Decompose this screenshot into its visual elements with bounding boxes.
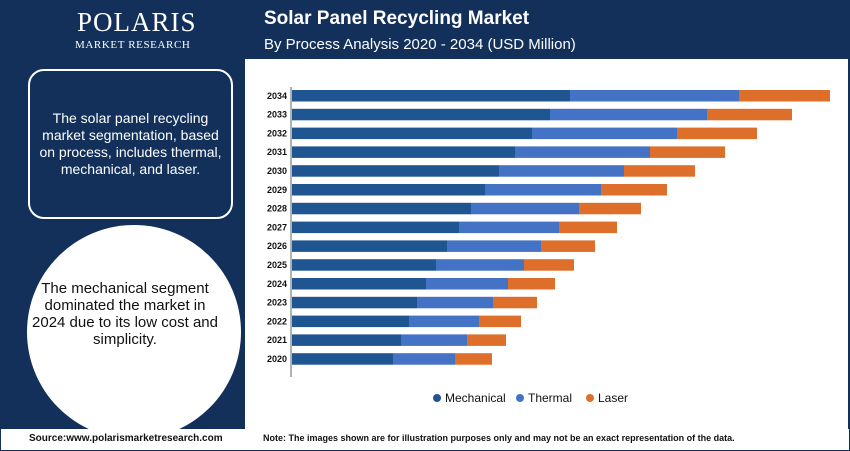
highlight-text: The mechanical segment dominated the mar…: [32, 280, 218, 348]
y-tick-label-2029: 2029: [267, 185, 287, 195]
y-tick-label-2031: 2031: [267, 147, 287, 157]
segmentation-description-box: The solar panel recycling market segment…: [28, 69, 233, 219]
bar-chart: 2034 2033 2032 2031 2030 2029 2028 2027 2026 2025…: [267, 87, 830, 405]
y-tick-label-2021: 2021: [267, 335, 287, 345]
footer-bar: [1, 429, 849, 450]
bar-thermal-2029: [485, 184, 601, 196]
brand-name: POLARIS: [77, 7, 197, 37]
legend-label-laser: Laser: [598, 391, 628, 405]
y-tick-label-2020: 2020: [267, 354, 287, 364]
y-tick-label-2033: 2033: [267, 110, 287, 120]
y-tick-label-2030: 2030: [267, 166, 287, 176]
bar-mechanical-2022: [292, 315, 409, 328]
bar-laser-2027: [559, 221, 617, 234]
bar-laser-2022: [479, 315, 521, 328]
y-tick-label-2023: 2023: [267, 298, 287, 308]
bar-thermal-2034: [570, 90, 739, 102]
bar-mechanical-2028: [292, 202, 471, 215]
bar-thermal-2032: [532, 127, 677, 140]
bar-mechanical-2031: [292, 146, 515, 158]
brand-logo: POLARIS MARKET RESEARCH: [69, 7, 196, 53]
y-tick-label-2025: 2025: [267, 260, 287, 270]
bar-thermal-2028: [471, 202, 579, 215]
legend-label-mechanical: Mechanical: [445, 391, 506, 405]
bar-laser-2021: [467, 334, 506, 346]
bar-thermal-2021: [401, 334, 467, 346]
bar-mechanical-2021: [292, 334, 401, 346]
bar-mechanical-2034: [292, 90, 570, 102]
segmentation-description-text: The solar panel recycling market segment…: [39, 110, 222, 177]
legend-marker-thermal: [516, 394, 524, 402]
bar-laser-2023: [493, 296, 537, 309]
bar-mechanical-2030: [292, 165, 499, 177]
brand-tagline: MARKET RESEARCH: [75, 39, 191, 51]
bar-mechanical-2025: [292, 259, 436, 271]
bar-thermal-2026: [447, 240, 541, 252]
y-tick-label-2022: 2022: [267, 316, 287, 326]
legend-label-thermal: Thermal: [528, 391, 572, 405]
bar-laser-2032: [677, 127, 757, 140]
bar-mechanical-2032: [292, 127, 532, 140]
bar-group: [292, 90, 830, 365]
bar-thermal-2020: [393, 353, 455, 365]
bar-laser-2024: [508, 278, 555, 290]
bar-laser-2028: [579, 202, 641, 215]
bar-laser-2033: [707, 108, 792, 121]
bar-laser-2029: [601, 184, 667, 196]
bar-mechanical-2020: [292, 353, 393, 365]
bar-thermal-2023: [417, 296, 493, 309]
y-tick-label-2026: 2026: [267, 241, 287, 251]
highlight-circle: [27, 225, 241, 439]
y-axis-ticks: 2034 2033 2032 2031 2030 2029 2028 2027 2026 2025…: [267, 91, 287, 364]
bar-thermal-2027: [459, 221, 559, 234]
bar-thermal-2031: [515, 146, 650, 158]
bar-thermal-2024: [426, 278, 508, 290]
bar-laser-2031: [650, 146, 725, 158]
bar-mechanical-2023: [292, 296, 417, 309]
bar-thermal-2033: [550, 108, 707, 121]
bar-laser-2030: [624, 165, 695, 177]
y-tick-label-2027: 2027: [267, 222, 287, 232]
bar-thermal-2022: [409, 315, 479, 328]
bar-mechanical-2024: [292, 278, 426, 290]
chart-subtitle: By Process Analysis 2020 - 2034 (USD Mil…: [264, 36, 576, 53]
y-tick-label-2024: 2024: [267, 279, 287, 289]
bar-thermal-2030: [499, 165, 624, 177]
bar-mechanical-2029: [292, 184, 485, 196]
bar-mechanical-2027: [292, 221, 459, 234]
chart-legend: Mechanical Thermal Laser: [433, 391, 628, 405]
y-tick-label-2034: 2034: [267, 91, 287, 101]
bar-laser-2034: [739, 90, 830, 102]
bar-laser-2026: [541, 240, 595, 252]
y-tick-label-2028: 2028: [267, 204, 287, 214]
chart-title: Solar Panel Recycling Market: [264, 8, 530, 29]
source-text: Source:www.polarismarketresearch.com: [29, 433, 223, 444]
y-tick-label-2032: 2032: [267, 128, 287, 138]
bar-mechanical-2033: [292, 108, 550, 121]
bar-mechanical-2026: [292, 240, 447, 252]
bar-laser-2020: [455, 353, 492, 365]
bar-laser-2025: [524, 259, 574, 271]
disclaimer-note: Note: The images shown are for illustrat…: [263, 433, 735, 443]
legend-marker-mechanical: [433, 394, 441, 402]
legend-marker-laser: [586, 394, 594, 402]
bar-thermal-2025: [436, 259, 524, 271]
